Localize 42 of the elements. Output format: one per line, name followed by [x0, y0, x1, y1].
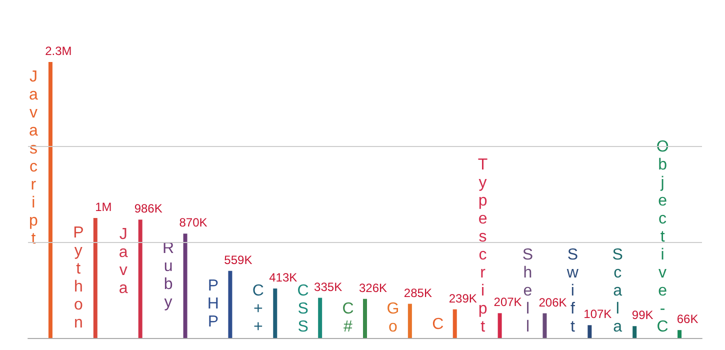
bar: [138, 220, 142, 338]
data-label: 326K: [358, 280, 388, 295]
data-label: 2.3M: [45, 44, 72, 58]
data-label: 285K: [404, 286, 432, 300]
data-label: 239K: [448, 291, 477, 306]
x-tick-label: C: [432, 316, 444, 333]
data-label: 559K: [224, 252, 252, 267]
x-tick-label: Swift: [566, 246, 579, 336]
bar: [542, 313, 547, 338]
data-label: 99K: [632, 308, 654, 322]
x-tick-label: Shell: [522, 246, 534, 336]
bar: [588, 325, 592, 338]
bar: [408, 304, 412, 338]
x-tick-label: C++: [252, 282, 264, 336]
x-tick-label: Go: [386, 300, 400, 336]
data-label: 107K: [584, 307, 612, 322]
x-tick-label: Python: [73, 224, 84, 332]
data-label: 1M: [95, 200, 112, 214]
category-label: Typescript: [478, 156, 488, 336]
x-tick-label: Java: [118, 226, 128, 298]
bar: [48, 62, 52, 338]
bar: [318, 298, 322, 338]
data-label: 207K: [494, 295, 522, 310]
bar: [632, 326, 637, 338]
bar: [93, 218, 98, 338]
bar: [183, 234, 188, 338]
bar: [678, 330, 682, 338]
bar: [228, 270, 232, 338]
data-label: 413K: [269, 270, 298, 284]
x-tick-label: CSS: [297, 282, 309, 336]
data-label: 66K: [676, 312, 698, 326]
x-tick-label: PHP: [207, 277, 219, 330]
data-label: 206K: [538, 295, 567, 310]
data-label: 986K: [134, 202, 162, 216]
x-tick-label: Scala: [612, 246, 623, 336]
x-tick-label: C#: [342, 300, 354, 336]
bar: [363, 298, 367, 338]
bar: [273, 288, 278, 338]
data-label: 870K: [179, 216, 208, 230]
bar: [452, 309, 457, 338]
bar: [498, 313, 502, 338]
data-label: 335K: [314, 280, 342, 294]
